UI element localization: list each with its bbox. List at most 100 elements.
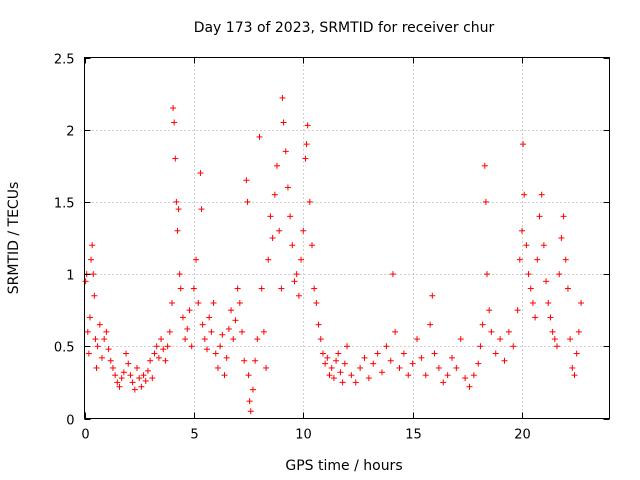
data-point — [246, 398, 253, 405]
x-tick-label: 15 — [405, 428, 422, 443]
data-point — [291, 278, 298, 285]
data-point — [505, 328, 512, 335]
data-point — [245, 372, 252, 379]
data-point — [357, 364, 364, 371]
data-point — [348, 372, 355, 379]
data-point — [134, 364, 140, 371]
data-point — [289, 242, 296, 249]
data-point — [440, 379, 447, 386]
data-point — [418, 354, 425, 361]
data-point — [114, 379, 121, 386]
data-point — [197, 170, 204, 177]
data-point — [427, 321, 434, 328]
data-point — [260, 328, 267, 335]
data-point — [184, 325, 191, 332]
data-point — [105, 346, 112, 353]
data-point — [206, 314, 213, 321]
data-point — [138, 383, 145, 390]
data-point — [303, 141, 310, 148]
data-point — [510, 343, 517, 350]
x-tick-label: 10 — [295, 428, 312, 443]
data-point — [241, 357, 248, 364]
data-point — [488, 328, 495, 335]
data-point — [123, 350, 130, 357]
data-point — [556, 271, 563, 278]
data-point — [193, 256, 200, 263]
data-point — [177, 285, 184, 292]
data-point — [125, 360, 132, 367]
data-point — [89, 242, 96, 249]
data-point — [90, 271, 97, 278]
data-point — [164, 343, 171, 350]
data-point — [201, 336, 208, 343]
data-point — [151, 350, 158, 357]
data-point — [387, 357, 394, 364]
data-point — [315, 321, 322, 328]
data-point — [449, 354, 455, 361]
data-point — [319, 350, 326, 357]
data-point — [545, 299, 552, 306]
data-point — [217, 343, 224, 350]
data-point — [352, 379, 359, 386]
data-point — [409, 360, 416, 367]
data-point — [219, 331, 226, 338]
data-point — [302, 155, 309, 162]
data-point — [484, 271, 490, 278]
data-point — [149, 375, 156, 382]
data-point — [389, 271, 396, 278]
data-point — [538, 191, 545, 198]
data-point — [254, 336, 261, 343]
data-point — [223, 354, 230, 361]
data-point — [190, 285, 197, 292]
data-point — [405, 372, 412, 379]
data-point — [172, 155, 179, 162]
data-point — [282, 148, 289, 155]
data-point — [567, 336, 574, 343]
data-point — [520, 141, 527, 148]
data-point — [564, 285, 571, 292]
data-point — [244, 198, 251, 205]
data-point — [466, 383, 473, 390]
data-point — [560, 213, 567, 220]
data-point — [176, 271, 183, 278]
x-tick-label: 5 — [190, 428, 198, 443]
data-point — [179, 314, 186, 321]
data-point — [112, 372, 119, 379]
data-point — [225, 325, 232, 332]
data-point — [481, 162, 488, 169]
chart-title: Day 173 of 2023, SRMTID for receiver chu… — [194, 20, 495, 36]
data-point — [214, 364, 221, 371]
data-point — [486, 307, 493, 314]
data-point — [339, 379, 346, 386]
data-point — [392, 328, 399, 335]
data-point — [462, 375, 469, 382]
data-point — [116, 383, 123, 390]
data-point — [166, 328, 173, 335]
data-points — [82, 94, 585, 415]
data-point — [127, 372, 134, 379]
data-point — [162, 357, 169, 364]
y-axis-label: SRMTID / TECUs — [6, 182, 22, 295]
data-point — [91, 292, 98, 299]
data-point — [118, 375, 125, 382]
data-point — [256, 133, 263, 140]
data-point — [431, 350, 438, 357]
data-point — [337, 369, 344, 376]
data-point — [234, 285, 241, 292]
data-point — [279, 94, 286, 101]
data-point — [444, 372, 451, 379]
data-point — [414, 336, 420, 343]
data-point — [267, 213, 274, 220]
data-point — [536, 213, 543, 220]
data-point — [169, 299, 175, 306]
y-tick-label: 0.5 — [54, 341, 75, 356]
data-point — [554, 343, 560, 350]
data-point — [271, 191, 278, 198]
data-point — [571, 372, 578, 379]
data-point — [379, 369, 385, 376]
data-point — [265, 256, 272, 263]
data-point — [195, 299, 202, 306]
data-point — [199, 321, 206, 328]
y-tick-label: 0 — [66, 414, 74, 429]
data-point — [475, 360, 482, 367]
